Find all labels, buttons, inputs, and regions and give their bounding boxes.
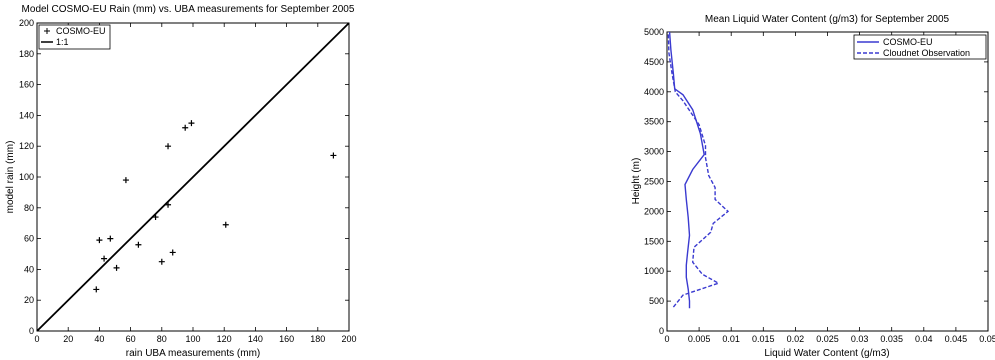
scatter-x-tick-label: 200 (341, 334, 356, 344)
scatter-x-axis-label: rain UBA measurements (mm) (126, 348, 260, 359)
scatter-x-tick-labels: 0 20 40 60 80 100 120 140 160 180 200 (34, 334, 356, 344)
lwc-x-tick-label: 0.035 (880, 334, 903, 344)
scatter-y-tick-label: 0 (29, 326, 34, 336)
one-to-one-line (36, 22, 350, 332)
lwc-y-tick-label: 0 (659, 326, 664, 336)
lwc-legend-box (853, 34, 987, 60)
scatter-x-tick-label: 80 (157, 334, 167, 344)
scatter-point (113, 264, 120, 271)
scatter-legend-box (38, 24, 111, 50)
lwc-x-tick-label: 0.005 (688, 334, 711, 344)
lwc-x-tick-label: 0.03 (851, 334, 869, 344)
scatter-y-tick-label: 160 (19, 80, 34, 90)
lwc-x-axis-label: Liquid Water Content (g/m3) (764, 348, 889, 359)
lwc-series-layer (667, 31, 730, 309)
lwc-y-axis-label: Height (m) (631, 158, 642, 205)
scatter-y-axis-label: model rain (mm) (5, 141, 16, 214)
lwc-y-tick-label: 4500 (644, 57, 664, 67)
scatter-x-tick-label: 0 (34, 334, 39, 344)
scatter-x-tick-label: 140 (248, 334, 263, 344)
scatter-y-tick-label: 20 (24, 295, 34, 305)
lwc-tick-marks (666, 31, 989, 332)
scatter-chart-title: Model COSMO-EU Rain (mm) vs. UBA measure… (22, 4, 355, 15)
scatter-x-tick-label: 60 (126, 334, 136, 344)
scatter-chart: Model COSMO-EU Rain (mm) vs. UBA measure… (5, 4, 357, 359)
scatter-point (96, 237, 103, 244)
lwc-chart-title: Mean Liquid Water Content (g/m3) for Sep… (705, 14, 950, 25)
lwc-x-tick-labels: 0 0.005 0.01 0.015 0.02 0.025 0.03 0.035 0.04 0.0… (664, 334, 995, 344)
lwc-legend-label-cosmo: COSMO-EU (883, 37, 933, 47)
lwc-y-tick-label: 2000 (644, 206, 664, 216)
scatter-legend-label-1to1: 1:1 (56, 37, 69, 47)
scatter-x-tick-label: 120 (217, 334, 232, 344)
lwc-y-tick-label: 4000 (644, 87, 664, 97)
scatter-tick-marks (36, 22, 350, 332)
lwc-y-tick-label: 1500 (644, 236, 664, 246)
scatter-point (135, 241, 142, 248)
scatter-point (188, 120, 195, 127)
lwc-x-tick-label: 0.015 (752, 334, 775, 344)
scatter-legend-plus-marker (44, 28, 50, 34)
scatter-y-tick-label: 120 (19, 141, 34, 151)
lwc-x-tick-label: 0 (664, 334, 669, 344)
lwc-y-tick-label: 3000 (644, 147, 664, 157)
scatter-point (107, 235, 114, 242)
scatter-y-tick-label: 60 (24, 234, 34, 244)
lwc-y-tick-labels: 0 500 1000 1500 2000 2500 3000 3500 4000 4500 5000 (644, 27, 664, 336)
lwc-chart: Mean Liquid Water Content (g/m3) for Sep… (631, 14, 995, 359)
scatter-x-tick-label: 180 (310, 334, 325, 344)
scatter-point (158, 258, 165, 265)
scatter-y-tick-label: 40 (24, 264, 34, 274)
scatter-point (330, 152, 337, 159)
lwc-x-tick-label: 0.01 (722, 334, 740, 344)
lwc-y-tick-label: 5000 (644, 27, 664, 37)
scatter-point (165, 143, 172, 150)
scatter-y-tick-label: 100 (19, 172, 34, 182)
lwc-x-tick-label: 0.025 (816, 334, 839, 344)
scatter-point (169, 249, 176, 256)
scatter-x-tick-label: 100 (185, 334, 200, 344)
lwc-x-tick-label: 0.045 (945, 334, 968, 344)
scatter-x-tick-label: 40 (94, 334, 104, 344)
lwc-y-tick-label: 1000 (644, 266, 664, 276)
scatter-legend: COSMO-EU 1:1 (38, 24, 111, 50)
lwc-x-tick-label: 0.05 (979, 334, 995, 344)
scatter-y-tick-label: 200 (19, 18, 34, 28)
scatter-point (152, 214, 159, 221)
lwc-legend: COSMO-EU Cloudnet Observation (853, 34, 987, 60)
scatter-legend-label-cosmo: COSMO-EU (56, 26, 106, 36)
scatter-point (93, 286, 100, 293)
lwc-x-tick-label: 0.02 (787, 334, 805, 344)
lwc-legend-label-cloudnet: Cloudnet Observation (883, 48, 970, 58)
lwc-y-tick-label: 2500 (644, 177, 664, 187)
scatter-series-layer (36, 22, 350, 332)
scatter-x-tick-label: 160 (279, 334, 294, 344)
scatter-point (122, 177, 129, 184)
scatter-y-tick-labels: 0 20 40 60 80 100 120 140 160 180 200 (19, 18, 34, 336)
scatter-point (101, 255, 108, 262)
scatter-x-tick-label: 20 (63, 334, 73, 344)
scatter-point (165, 201, 172, 208)
lwc-y-tick-label: 500 (649, 296, 664, 306)
lwc-y-tick-label: 3500 (644, 117, 664, 127)
scatter-y-tick-label: 140 (19, 110, 34, 120)
scatter-point (222, 221, 229, 228)
scatter-y-tick-label: 180 (19, 49, 34, 59)
scatter-y-tick-label: 80 (24, 203, 34, 213)
cloudnet-observation-line (667, 31, 730, 308)
scatter-point (182, 124, 189, 131)
lwc-plot-frame (666, 31, 989, 332)
lwc-x-tick-label: 0.04 (915, 334, 933, 344)
